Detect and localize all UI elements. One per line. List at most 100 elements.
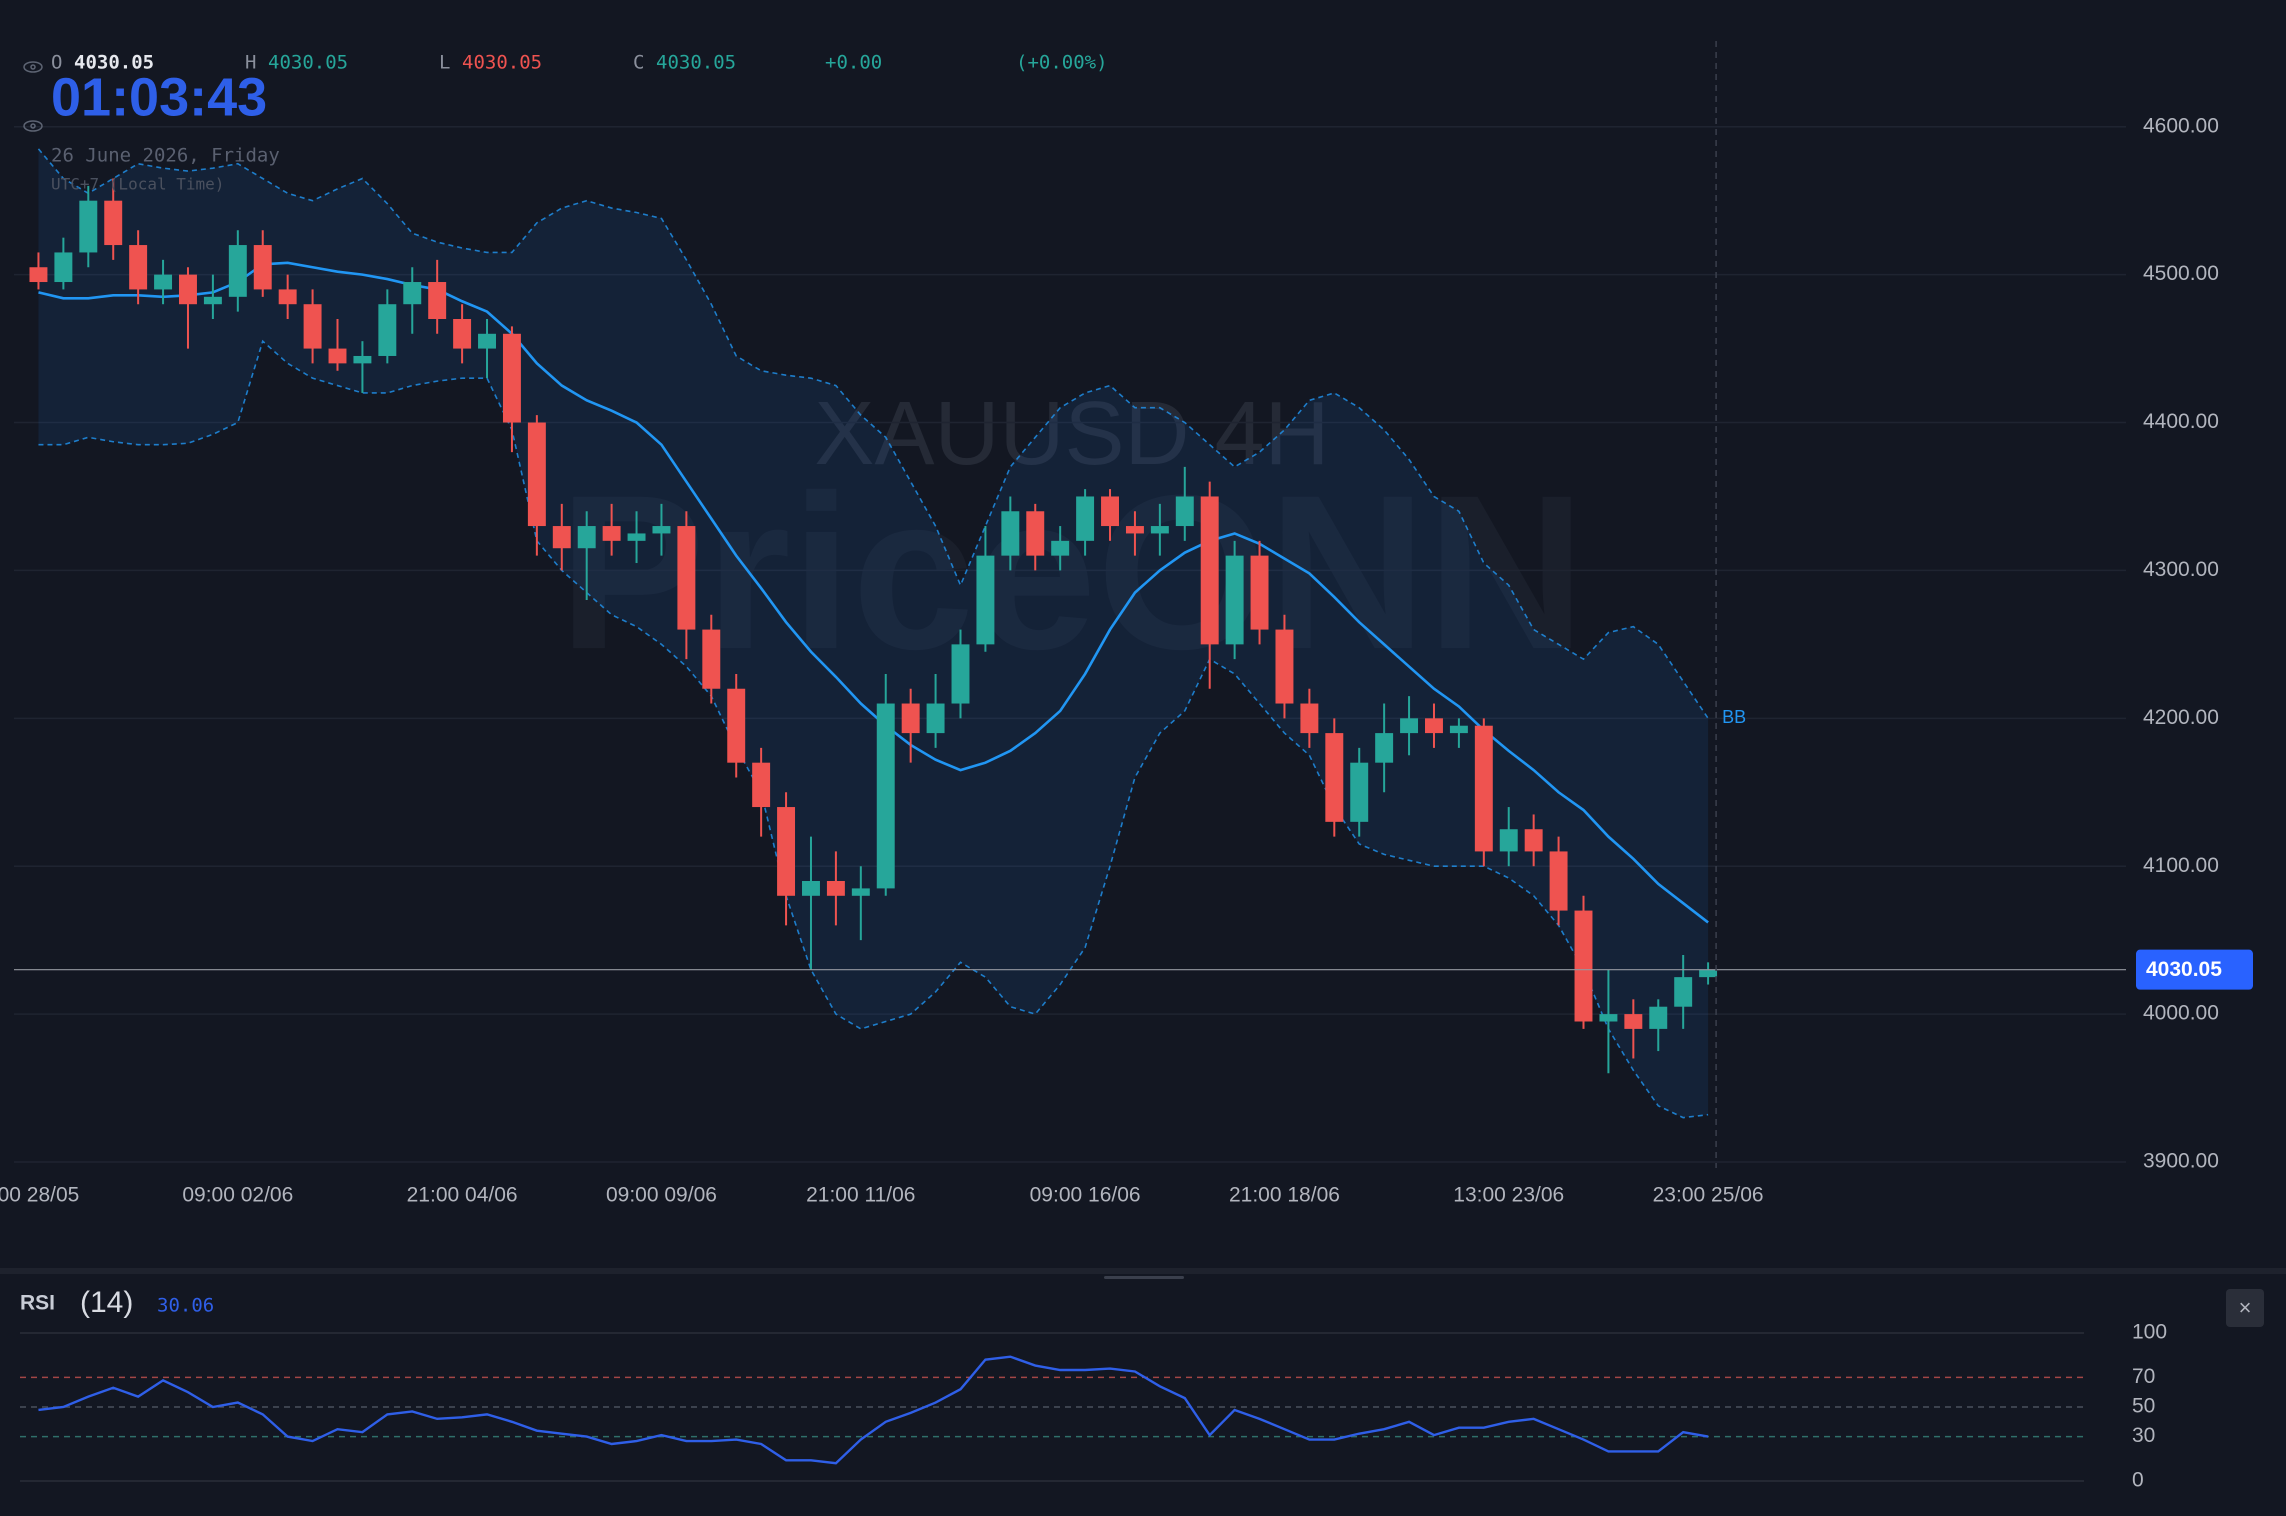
close-button[interactable]: [2226, 1289, 2264, 1327]
x-tick-label: 00 28/05: [0, 1184, 79, 1207]
y-tick-label: 4100.00: [2143, 854, 2219, 877]
candle-body: [951, 644, 970, 704]
candle-body: [1699, 969, 1718, 978]
candle-body: [1026, 511, 1045, 556]
x-tick-label: 09:00 16/06: [1030, 1184, 1141, 1207]
ohlc-value: 4030.05: [462, 52, 542, 74]
x-tick-label: 21:00 04/06: [407, 1184, 518, 1207]
price-pane: 3900.00 4000.00 4100.00 4200.00 4300.00 4400.…: [0, 41, 2253, 1207]
band-upper: [37, 148, 1709, 719]
y-tick-label: 3900.00: [2143, 1150, 2219, 1173]
candle-body: [1175, 496, 1194, 527]
x-tick-label: 21:00 18/06: [1229, 1184, 1340, 1207]
clock: 01:03:43: [51, 67, 267, 127]
candle-body: [1101, 496, 1119, 527]
last-price-label: 4030.05: [2146, 958, 2222, 981]
y-tick-label: 4400.00: [2143, 410, 2219, 433]
ohlc-label: C: [633, 52, 644, 74]
timezone: UTC+7 (Local Time): [51, 175, 224, 194]
pane-handle: [1104, 1276, 1184, 1279]
rsi-value: 30.06: [157, 1295, 214, 1317]
candle-body: [129, 245, 148, 290]
y-tick-label: 4200.00: [2143, 706, 2219, 729]
ohlc-label: L: [439, 52, 450, 74]
change: +0.00: [825, 52, 882, 74]
candle-body: [1599, 1014, 1618, 1022]
ohlc-value: 4030.05: [656, 52, 736, 74]
ohlc-value: 4030.05: [74, 52, 154, 74]
candle-body: [677, 526, 696, 630]
candle-body: [1076, 496, 1095, 541]
candle-body: [453, 319, 472, 349]
candle-body: [154, 274, 173, 290]
candle-body: [1499, 829, 1518, 852]
candle-body: [1649, 1006, 1668, 1029]
ohlc-value: 4030.05: [268, 52, 348, 74]
candle-body: [79, 200, 98, 253]
band-lower: [38, 339, 1709, 1119]
rsi-line: [38, 1355, 1709, 1465]
x-tick-label: 09:00 09/06: [606, 1184, 717, 1207]
y-tick-label: 4300.00: [2143, 558, 2219, 581]
candle-body: [428, 282, 447, 319]
y-tick-label: 100: [2132, 1321, 2167, 1344]
x-tick-label: 21:00 11/06: [806, 1184, 915, 1207]
candle-body: [1150, 526, 1169, 534]
candle-body: [403, 282, 422, 305]
candle-body: [179, 274, 197, 305]
eye-icon: [23, 61, 43, 132]
y-tick-label: 4600.00: [2143, 114, 2219, 137]
candle-body: [702, 629, 721, 689]
rsi-period: (14): [80, 1286, 133, 1319]
candle-body: [1474, 725, 1493, 852]
candle-body: [1549, 851, 1568, 911]
candle-body: [752, 762, 771, 808]
y-tick-label: 0: [2132, 1469, 2144, 1492]
date: 26 June 2026, Friday: [51, 145, 280, 167]
candle-body: [353, 355, 372, 364]
candle-body: [1001, 511, 1020, 556]
candle-body: [1449, 725, 1468, 734]
candle-body: [1051, 540, 1070, 556]
ohlc-label: H: [245, 52, 256, 74]
y-tick-label: 4500.00: [2143, 262, 2219, 285]
y-tick-label: 70: [2132, 1365, 2155, 1388]
candle-body: [253, 245, 272, 290]
y-tick-label: 4000.00: [2143, 1002, 2219, 1025]
band-middle: [38, 261, 1709, 924]
candle-body: [1350, 762, 1369, 822]
candle-body: [1375, 733, 1394, 763]
candle-body: [1524, 829, 1543, 852]
candle-body: [1200, 496, 1219, 645]
candle-body: [1225, 555, 1244, 645]
candle-body: [851, 888, 870, 896]
candle-body: [1574, 910, 1593, 1022]
ohlc-label: O: [51, 52, 62, 74]
candle-body: [527, 422, 546, 527]
candle-body: [1300, 703, 1319, 734]
candle-body: [1325, 733, 1344, 822]
candle-body: [502, 333, 521, 423]
candle-body: [378, 304, 397, 356]
candle-body: [203, 296, 222, 305]
y-tick-label: 30: [2132, 1424, 2155, 1447]
candle-body: [228, 245, 247, 297]
y-tick-label: 50: [2132, 1395, 2155, 1418]
band-label: BB: [1722, 707, 1746, 727]
candle-body: [652, 526, 671, 534]
candle-body: [926, 703, 945, 734]
candle-body: [552, 526, 571, 549]
close-button-label[interactable]: ×: [2239, 1295, 2252, 1320]
watermark-brand: PriceONN: [558, 449, 1585, 695]
pane-separator: [0, 1268, 2286, 1274]
x-tick-label: 23:00 25/06: [1653, 1184, 1764, 1207]
candle-body: [627, 533, 646, 541]
last-price-tag: [2136, 949, 2253, 990]
candle-body: [104, 200, 123, 246]
candle-body: [29, 267, 48, 283]
band-fill: [38, 148, 1709, 1118]
candle-body: [826, 881, 845, 896]
candle-body: [1250, 555, 1269, 630]
candle-body: [1275, 629, 1294, 704]
